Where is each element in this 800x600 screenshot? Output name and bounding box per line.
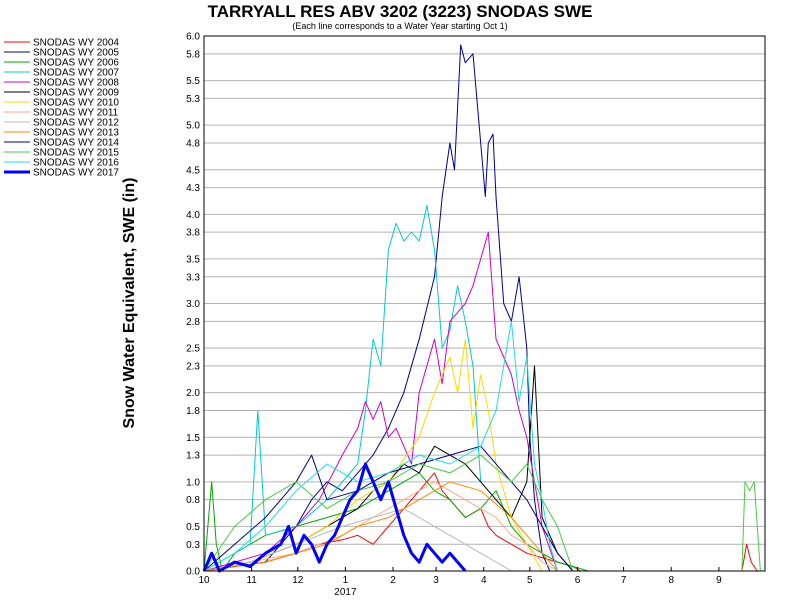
x-tick-label: 5 <box>527 575 533 586</box>
y-tick-label: 0.0 <box>186 567 200 578</box>
y-tick-labels: 0.0 0.3 0.5 0.8 1.0 1.3 1.5 1.8 2.0 2.3 2.5 2.8 3.0 3… <box>186 32 200 578</box>
x-year-label: 2017 <box>334 587 357 598</box>
series-line-13 <box>202 462 467 573</box>
y-tick-label: 1.3 <box>186 451 200 462</box>
y-tick-label: 3.5 <box>186 254 200 265</box>
chart-subtitle: (Each line corresponds to a Water Year s… <box>292 21 507 31</box>
x-tick-label: 9 <box>716 575 722 586</box>
series-line-5 <box>203 365 574 572</box>
x-tick-label: 7 <box>621 575 627 586</box>
y-tick-label: 1.8 <box>186 406 200 417</box>
y-tick-label: 3.3 <box>186 272 200 283</box>
y-tick-label: 4.5 <box>186 165 200 176</box>
y-tick-label: 2.8 <box>186 317 200 328</box>
x-tick-label: 8 <box>668 575 674 586</box>
series-line-6 <box>203 338 543 572</box>
y-tick-label: 2.0 <box>186 388 200 399</box>
y-tick-label: 0.8 <box>186 495 200 506</box>
series-line-8 <box>203 508 512 572</box>
y-tick-label: 5.0 <box>186 121 200 132</box>
x-tick-label: 2 <box>390 575 396 586</box>
x-tick-label: 3 <box>433 575 439 586</box>
y-tick-label: 3.8 <box>186 228 200 239</box>
legend-label: SNODAS WY 2015 <box>33 148 119 159</box>
y-tick-label: 4.0 <box>186 210 200 221</box>
plot-frame <box>203 35 766 572</box>
x-tick-label: 6 <box>575 575 581 586</box>
y-tick-label: 2.5 <box>186 344 200 355</box>
chart-title: TARRYALL RES ABV 3202 (3223) SNODAS SWE <box>208 2 593 21</box>
x-tick-label: 4 <box>481 575 487 586</box>
series-line-12 <box>203 320 558 572</box>
x-tick-label: 12 <box>292 575 304 586</box>
series-line-1 <box>203 44 551 572</box>
y-tick-label: 5.8 <box>186 49 200 60</box>
legend-label: SNODAS WY 2009 <box>33 88 119 99</box>
legend-label: SNODAS WY 2011 <box>33 108 119 119</box>
series-line-2 <box>203 472 589 572</box>
legend-label: SNODAS WY 2013 <box>33 128 119 139</box>
legend-label: SNODAS WY 2005 <box>33 48 119 59</box>
y-tick-label: 3.0 <box>186 299 200 310</box>
y-tick-label: 4.8 <box>186 139 200 150</box>
legend-label: SNODAS WY 2010 <box>33 98 119 109</box>
y-tick-label: 5.3 <box>186 94 200 105</box>
legend-label: SNODAS WY 2007 <box>33 68 119 79</box>
x-tick-label: 10 <box>198 575 210 586</box>
legend-label: SNODAS WY 2017 <box>33 168 119 179</box>
series-line-4 <box>203 231 558 572</box>
y-tick-label: 5.5 <box>186 76 200 87</box>
y-tick-label: 4.3 <box>186 183 200 194</box>
legend-label: SNODAS WY 2008 <box>33 78 119 89</box>
y-tick-label: 0.3 <box>186 540 200 551</box>
y-axis-label: Snow Water Equivalent, SWE (in) <box>121 178 138 429</box>
y-tick-label: 6.0 <box>186 32 200 43</box>
legend-label: SNODAS WY 2014 <box>33 138 119 149</box>
legend-label: SNODAS WY 2016 <box>33 158 119 169</box>
legend-label: SNODAS WY 2004 <box>33 38 119 49</box>
y-tick-label: 1.5 <box>186 433 200 444</box>
x-tick-label: 11 <box>246 575 257 586</box>
y-tick-label: 2.3 <box>186 361 200 372</box>
x-tick-label: 1 <box>343 575 349 586</box>
series-line-10 <box>203 445 574 572</box>
legend-label: SNODAS WY 2012 <box>33 118 119 129</box>
y-tick-label: 0.5 <box>186 522 200 533</box>
y-tick-label: 1.0 <box>186 477 200 488</box>
legend-label: SNODAS WY 2006 <box>33 58 119 69</box>
